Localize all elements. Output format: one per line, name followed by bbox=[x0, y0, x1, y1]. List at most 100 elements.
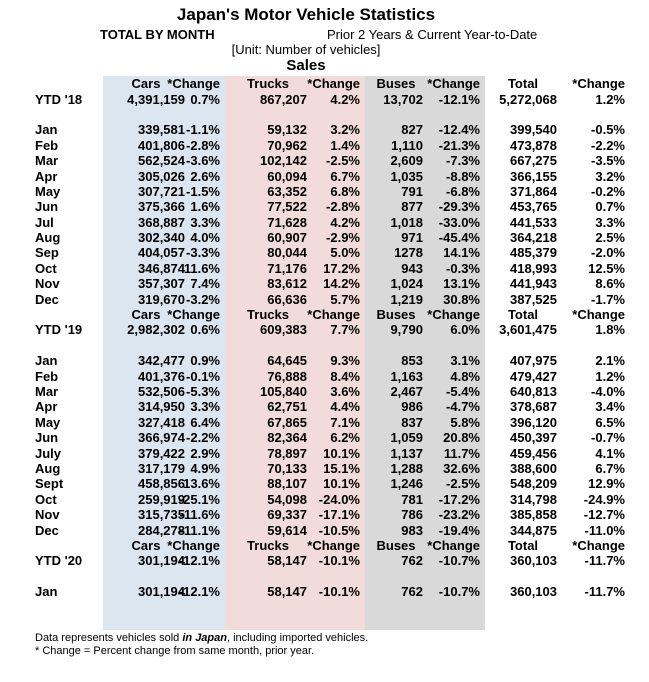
buses-change: 11.7% bbox=[427, 445, 485, 461]
total-value: 364,218 bbox=[510, 230, 557, 246]
buses-change: -5.4% bbox=[427, 383, 485, 400]
total-change: -0.2% bbox=[591, 183, 625, 199]
trucks-change: -10.1% bbox=[311, 553, 365, 569]
buses-value: 781 bbox=[365, 491, 427, 507]
trucks-change: 3.2% bbox=[311, 122, 365, 138]
corner-cell bbox=[0, 76, 103, 91]
empty-cell bbox=[189, 337, 225, 354]
header-row: Cars *Change Trucks *Change Buses *Change Tota… bbox=[0, 306, 630, 323]
trucks-change: 10.1% bbox=[311, 445, 365, 461]
trucks-change: 7.7% bbox=[311, 322, 365, 338]
buses-change: -4.7% bbox=[427, 399, 485, 415]
row-label: Feb bbox=[35, 137, 59, 153]
empty-cell bbox=[427, 568, 485, 584]
buses-value: 1,246 bbox=[365, 476, 427, 492]
total-change: 12.5% bbox=[588, 260, 625, 276]
cars-value: 562,524 bbox=[103, 152, 189, 169]
buses-change: -12.4% bbox=[427, 122, 485, 138]
total-value: 407,975 bbox=[510, 353, 557, 369]
total-value: 441,533 bbox=[510, 214, 557, 230]
row-label: YTD '18 bbox=[35, 91, 83, 107]
cars-change: 4.9% bbox=[189, 460, 225, 477]
row-label: Jan bbox=[35, 584, 58, 600]
cars-value: 458,856 bbox=[103, 476, 189, 492]
total-value: 548,209 bbox=[510, 476, 557, 492]
total-value: 485,379 bbox=[510, 245, 557, 261]
month-row: Aug 317,179 4.9% 70,133 15.1% 1,288 32.6% 388,6… bbox=[0, 460, 630, 477]
page-title: Japan's Motor Vehicle Statistics bbox=[176, 5, 436, 24]
empty-cell bbox=[427, 337, 485, 354]
month-row: Feb 401,376 -0.1% 76,888 8.4% 1,163 4.8% 479,42… bbox=[0, 368, 630, 384]
buses-change: 3.1% bbox=[427, 353, 485, 369]
subtitle-total-by-month: TOTAL BY MONTH bbox=[100, 27, 215, 42]
total-value: 453,765 bbox=[510, 199, 557, 215]
total-change: -3.5% bbox=[591, 153, 625, 169]
row-label: Jan bbox=[35, 122, 58, 138]
total-change: 1.2% bbox=[595, 91, 625, 107]
total-value: 459,456 bbox=[510, 445, 557, 461]
ytd-row: YTD '19 2,982,302 0.6% 609,383 7.7% 9,790 6.0%… bbox=[0, 322, 630, 338]
empty-cell bbox=[365, 106, 427, 123]
cars-value: 315,735 bbox=[103, 506, 189, 523]
buses-value: 9,790 bbox=[365, 322, 427, 338]
empty-cell bbox=[225, 568, 311, 584]
total-change: 2.1% bbox=[595, 353, 625, 369]
trucks-value: 58,147 bbox=[225, 583, 311, 600]
cars-change: 2.9% bbox=[189, 445, 225, 461]
cars-value: 346,874 bbox=[103, 260, 189, 277]
buses-value: 791 bbox=[365, 183, 427, 200]
ytd-row: YTD '18 4,391,159 0.7% 867,207 4.2% 13,702 -12… bbox=[0, 91, 630, 107]
row-label: July bbox=[35, 445, 62, 461]
cars-value: 339,581 bbox=[103, 122, 189, 138]
cars-change: -11.1% bbox=[180, 522, 225, 538]
empty-cell bbox=[485, 107, 561, 122]
row-label: Jun bbox=[35, 199, 59, 215]
buses-change: -6.8% bbox=[427, 183, 485, 200]
cars-change: -5.3% bbox=[186, 383, 225, 400]
cars-change: -3.6% bbox=[186, 152, 225, 169]
buses-value: 1,110 bbox=[365, 137, 427, 153]
cars-value: 314,950 bbox=[103, 399, 189, 415]
month-row: Jan 342,477 0.9% 64,645 9.3% 853 3.1% 407,975 2.… bbox=[0, 353, 630, 369]
empty-cell bbox=[365, 568, 427, 584]
buses-value: 1,137 bbox=[365, 445, 427, 461]
col-header-trucks-change: *Change bbox=[307, 306, 365, 323]
unit-note: [Unit: Number of vehicles] bbox=[231, 42, 381, 57]
empty-cell bbox=[311, 614, 365, 631]
buses-change: -17.2% bbox=[427, 491, 485, 507]
empty-cell bbox=[365, 599, 427, 615]
buses-value: 1,024 bbox=[365, 276, 427, 292]
empty-cell bbox=[311, 337, 365, 354]
buses-value: 1,018 bbox=[365, 214, 427, 230]
buses-value: 943 bbox=[365, 260, 427, 277]
empty-cell bbox=[427, 614, 485, 631]
row-label: Nov bbox=[35, 507, 60, 523]
total-value: 640,813 bbox=[510, 384, 557, 399]
total-change: -4.0% bbox=[591, 384, 625, 399]
blank-row bbox=[0, 568, 630, 584]
buses-change: -19.4% bbox=[427, 522, 485, 538]
empty-cell bbox=[189, 568, 225, 584]
row-label: Oct bbox=[35, 260, 57, 276]
trucks-value: 609,383 bbox=[225, 322, 311, 338]
col-header-cars-change: *Change bbox=[167, 306, 225, 323]
cars-change: -2.8% bbox=[186, 137, 225, 153]
month-row: Jan 339,581 -1.1% 59,132 3.2% 827 -12.4% 399,54… bbox=[0, 122, 630, 138]
cars-change: -0.1% bbox=[186, 368, 225, 384]
buses-change: -29.3% bbox=[427, 199, 485, 215]
month-row: Feb 401,806 -2.8% 70,962 1.4% 1,110 -21.3% 473,… bbox=[0, 137, 630, 153]
total-value: 360,103 bbox=[510, 584, 557, 600]
empty-cell bbox=[365, 614, 427, 631]
trucks-value: 54,098 bbox=[225, 491, 311, 507]
blank-row bbox=[0, 599, 630, 615]
col-header-buses: Buses bbox=[365, 76, 427, 92]
col-header-cars-change: *Change bbox=[167, 76, 225, 92]
buses-value: 877 bbox=[365, 199, 427, 215]
trucks-value: 71,176 bbox=[225, 260, 311, 277]
buses-value: 837 bbox=[365, 414, 427, 430]
row-label: Apr bbox=[35, 168, 58, 184]
empty-cell bbox=[103, 568, 189, 584]
trucks-change: 1.4% bbox=[311, 137, 365, 153]
footnote-change-definition: * Change = Percent change from same mont… bbox=[35, 645, 315, 657]
